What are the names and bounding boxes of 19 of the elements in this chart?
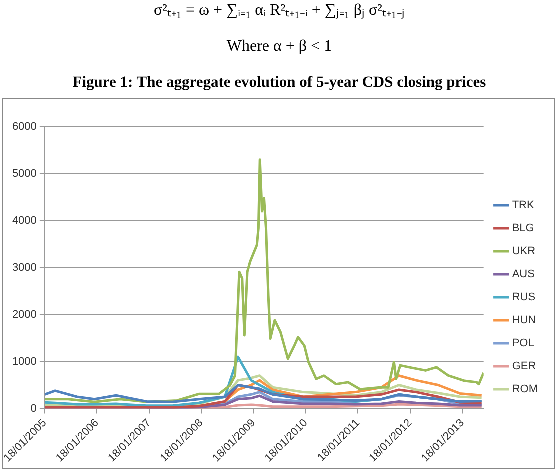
y-tick-label: 2000 [12, 308, 37, 321]
chart-title: Figure 1: The aggregate evolution of 5-year CDS closing prices [72, 74, 488, 92]
legend-label: POL [512, 338, 534, 350]
y-tick-label: 6000 [12, 121, 37, 134]
legend-label: GER [512, 360, 536, 373]
legend-label: UKR [512, 246, 536, 258]
legend-label: TRK [512, 200, 535, 212]
legend-label: HUN [512, 314, 536, 327]
legend-label: ROM [512, 384, 538, 396]
legend-label: BLG [512, 222, 534, 235]
y-tick-label: 4000 [12, 214, 37, 227]
y-tick-label: 0 [30, 402, 37, 415]
y-tick-label: 3000 [12, 262, 37, 274]
legend-label: RUS [512, 292, 536, 304]
text: σ²ₜ₊₁ = ω + ∑ᵢ₌₁ αᵢ R²ₜ₊₁₋ᵢ + ∑ⱼ₌₁ βⱼ σ²ₜ₊₁₋ⱼ [153, 1, 406, 21]
legend-label: AUS [512, 268, 535, 281]
y-tick-label: 5000 [12, 168, 37, 180]
text: Where α + β < 1 [226, 37, 334, 57]
y-tick-label: 1000 [12, 356, 37, 368]
